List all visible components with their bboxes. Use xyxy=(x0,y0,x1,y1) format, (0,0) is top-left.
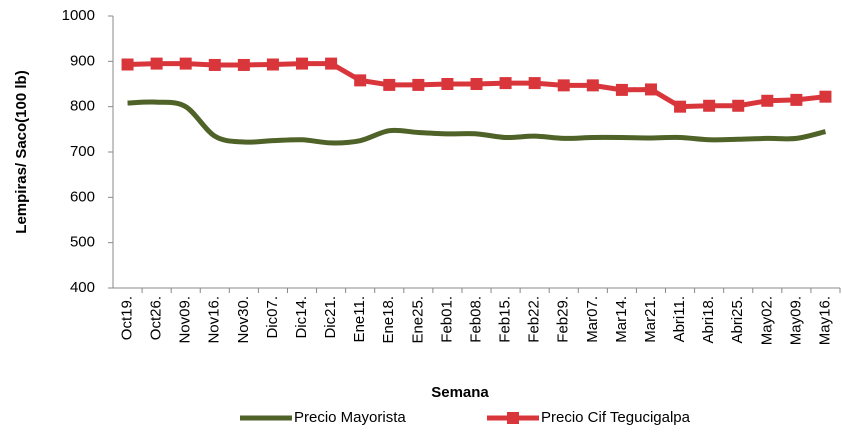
x-tick-label: Abri18. xyxy=(700,296,717,344)
x-tick-label: Mar07. xyxy=(584,296,601,343)
y-tick-label: 600 xyxy=(70,188,95,205)
marker xyxy=(266,58,279,71)
marker xyxy=(237,58,250,71)
x-tick-label: Dic14. xyxy=(293,296,310,339)
x-tick-label: Feb08. xyxy=(467,296,484,343)
x-tick-label: May02. xyxy=(758,296,775,345)
legend-label: Precio Mayorista xyxy=(294,409,406,426)
marker xyxy=(615,83,628,96)
x-tick-label: Mar21. xyxy=(642,296,659,343)
marker xyxy=(208,58,221,71)
y-tick-label: 900 xyxy=(70,52,95,69)
x-tick-label: Nov30. xyxy=(235,296,252,344)
x-tick-label: May16. xyxy=(816,296,833,345)
x-tick-label: Oct19. xyxy=(119,296,136,340)
marker xyxy=(761,94,774,107)
marker xyxy=(819,90,832,103)
marker xyxy=(703,99,716,112)
marker xyxy=(441,78,454,90)
marker xyxy=(790,93,803,106)
x-tick-label: Nov16. xyxy=(206,296,223,344)
x-tick-label: Feb15. xyxy=(497,296,514,343)
marker xyxy=(354,74,367,87)
x-tick-label: Feb29. xyxy=(555,296,572,343)
x-tick-label: Abri11. xyxy=(671,296,688,342)
x-tick-label: Ene25. xyxy=(409,296,426,344)
x-tick-label: Dic07. xyxy=(264,296,281,339)
marker xyxy=(557,79,570,92)
marker xyxy=(674,100,687,113)
x-tick-label: Ene18. xyxy=(380,296,397,344)
y-axis-title: Lempiras/ Saco(100 lb) xyxy=(13,70,30,233)
x-tick-label: May09. xyxy=(787,296,804,345)
x-tick-label: Oct26. xyxy=(148,296,165,340)
y-tick-label: 400 xyxy=(70,279,95,296)
marker xyxy=(325,57,338,70)
y-tick-label: 1000 xyxy=(62,7,95,24)
marker xyxy=(644,83,657,96)
x-tick-label: Dic21. xyxy=(322,296,339,339)
marker xyxy=(412,78,425,91)
marker xyxy=(150,57,163,70)
marker xyxy=(179,57,192,70)
marker xyxy=(732,99,745,112)
marker xyxy=(528,77,541,90)
x-tick-label: Feb22. xyxy=(526,296,543,343)
marker xyxy=(121,58,134,71)
y-tick-label: 500 xyxy=(70,234,95,251)
x-tick-label: Abri25. xyxy=(729,296,746,344)
x-tick-label: Nov09. xyxy=(177,296,194,344)
x-tick-label: Feb01. xyxy=(438,296,455,343)
legend-marker xyxy=(507,412,519,424)
legend-label: Precio Cif Tegucigalpa xyxy=(541,409,691,426)
marker xyxy=(470,78,483,90)
marker xyxy=(499,77,512,90)
marker xyxy=(383,78,396,91)
line xyxy=(127,99,827,146)
x-axis-title: Semana xyxy=(431,384,489,401)
y-tick-label: 800 xyxy=(70,98,95,115)
marker xyxy=(296,57,309,70)
x-tick-label: Ene11. xyxy=(351,296,368,342)
marker xyxy=(586,79,599,92)
x-tick-label: Mar14. xyxy=(613,296,630,343)
y-tick-label: 700 xyxy=(70,143,95,160)
